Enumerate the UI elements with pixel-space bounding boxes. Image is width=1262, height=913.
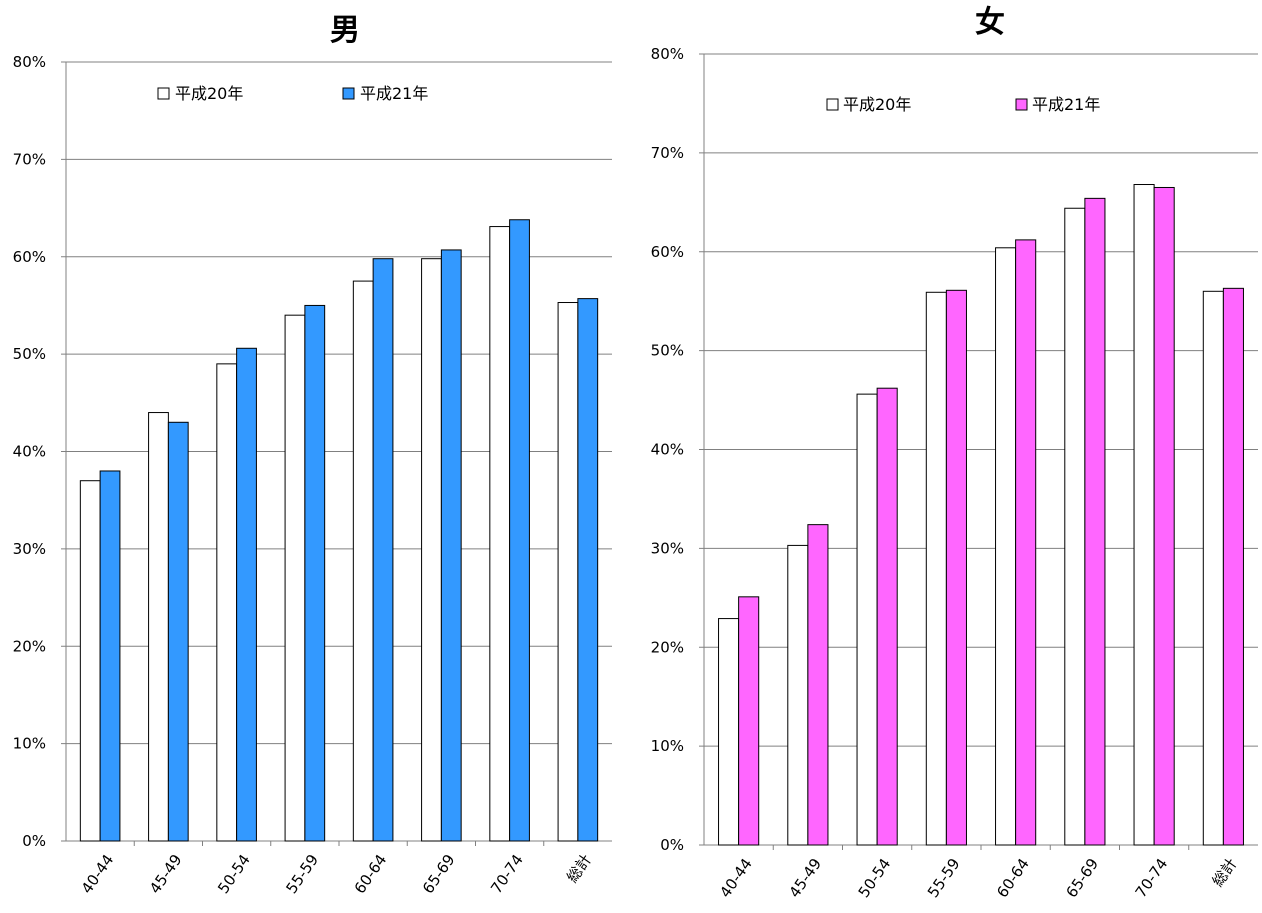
chart-1-bar-h21-7 (1222, 287, 1244, 846)
chart-0-xtick-label: 70-74 (487, 851, 527, 897)
chart-1-legend-swatch (826, 98, 839, 111)
chart-1-bar-h20-6 (1133, 184, 1155, 846)
chart-0-bar-h20-3 (284, 314, 306, 842)
chart-1-xtick-label: 50-54 (855, 855, 895, 901)
chart-male: 男 0% 10% 20% 30% 40% 50% 60% 70% 80% 40-44 45-49 50-… (13, 13, 612, 897)
chart-0-ytick-label: 40% (13, 443, 46, 461)
chart-1-bar-h20-3 (925, 291, 947, 846)
chart-1-xtick-label: 総計 (1209, 855, 1241, 890)
chart-0-bar-h21-5 (440, 249, 462, 842)
chart-0-bar-h20-7 (557, 302, 579, 842)
chart-1-xtick-label: 40-44 (716, 855, 756, 901)
chart-1-ytick-label: 0% (660, 836, 684, 854)
chart-1-title: 女 (975, 5, 1005, 40)
chart-1-bar-h21-6 (1153, 186, 1175, 846)
chart-0-xtick-label: 55-59 (282, 851, 322, 897)
chart-1-xtick-label: 65-69 (1062, 855, 1102, 901)
chart-1-bar-h21-3 (945, 289, 967, 846)
chart-1-bar-h21-0 (738, 596, 760, 846)
chart-0-legend-swatch (157, 87, 170, 100)
chart-1-legend-swatch (1015, 98, 1028, 111)
chart-0-legend-label: 平成20年 (175, 84, 243, 103)
chart-female: 女 0% 10% 20% 30% 40% 50% 60% 70% 80% 40-44 45-49 50-… (651, 5, 1258, 901)
chart-0-bar-h20-0 (79, 480, 101, 842)
chart-0-ytick-label: 10% (13, 735, 46, 753)
chart-0-bar-h21-1 (167, 421, 189, 842)
chart-0-legend-swatch (342, 87, 355, 100)
chart-0-bar-h21-6 (509, 219, 530, 842)
chart-0-ytick-label: 50% (13, 345, 46, 363)
chart-0-bar-h21-7 (577, 298, 599, 842)
chart-0-bar-h20-4 (352, 280, 374, 842)
chart-1-ytick-label: 70% (651, 144, 684, 162)
chart-0-bar-h21-0 (99, 470, 121, 842)
chart-0-ytick-label: 80% (13, 53, 46, 71)
chart-1-bar-h20-4 (995, 247, 1017, 846)
chart-0-bar-h20-2 (216, 363, 238, 842)
chart-1-xtick-label: 55-59 (924, 855, 964, 901)
chart-0-ytick-label: 30% (13, 540, 46, 558)
chart-1-xtick-label: 45-49 (785, 855, 825, 901)
chart-0-xtick-label: 40-44 (78, 851, 118, 897)
chart-0-bar-h20-5 (421, 258, 442, 842)
chart-0-legend-label: 平成21年 (360, 84, 428, 103)
chart-1-legend-label: 平成21年 (1032, 95, 1100, 114)
chart-1-ytick-label: 50% (651, 342, 684, 360)
chart-1-ytick-label: 30% (651, 539, 684, 557)
chart-1-bar-h21-4 (1015, 239, 1037, 846)
chart-0-bar-h21-2 (236, 347, 257, 842)
chart-0-xtick-label: 総計 (563, 851, 595, 886)
chart-0-bar-h20-1 (148, 412, 169, 842)
chart-0-xtick-label: 50-54 (214, 851, 254, 897)
chart-0-xtick-label: 45-49 (146, 851, 186, 897)
chart-1-bar-h21-2 (876, 387, 898, 846)
chart-0-xtick-label: 65-69 (419, 851, 459, 897)
chart-1-bar-h20-5 (1064, 207, 1086, 846)
chart-0-ytick-label: 60% (13, 248, 46, 266)
chart-1-bar-h20-1 (787, 544, 809, 846)
chart-0-ytick-label: 70% (13, 150, 46, 168)
chart-0-xtick-label: 60-64 (351, 851, 391, 897)
chart-1-bar-h20-7 (1202, 290, 1224, 846)
chart-0-ytick-label: 20% (13, 637, 46, 655)
chart-1-bar-h21-5 (1084, 197, 1106, 846)
chart-0-bar-h21-4 (372, 258, 394, 842)
chart-1-bar-h20-2 (856, 393, 878, 846)
chart-1-xtick-label: 60-64 (993, 855, 1033, 901)
chart-0-bar-h21-3 (304, 304, 326, 842)
chart-1-ytick-label: 10% (651, 737, 684, 755)
chart-1-ytick-label: 20% (651, 638, 684, 656)
chart-1-ytick-label: 60% (651, 243, 684, 261)
chart-0-bar-h20-6 (489, 226, 511, 842)
chart-0-ytick-label: 0% (22, 832, 46, 850)
chart-1-ytick-label: 80% (651, 45, 684, 63)
chart-1-xtick-label: 70-74 (1132, 855, 1172, 901)
chart-1-legend-label: 平成20年 (843, 95, 911, 114)
chart-1-bar-h20-0 (718, 618, 740, 846)
chart-0-title: 男 (330, 13, 360, 48)
chart-1-ytick-label: 40% (651, 441, 684, 459)
chart-1-bar-h21-1 (807, 524, 829, 846)
